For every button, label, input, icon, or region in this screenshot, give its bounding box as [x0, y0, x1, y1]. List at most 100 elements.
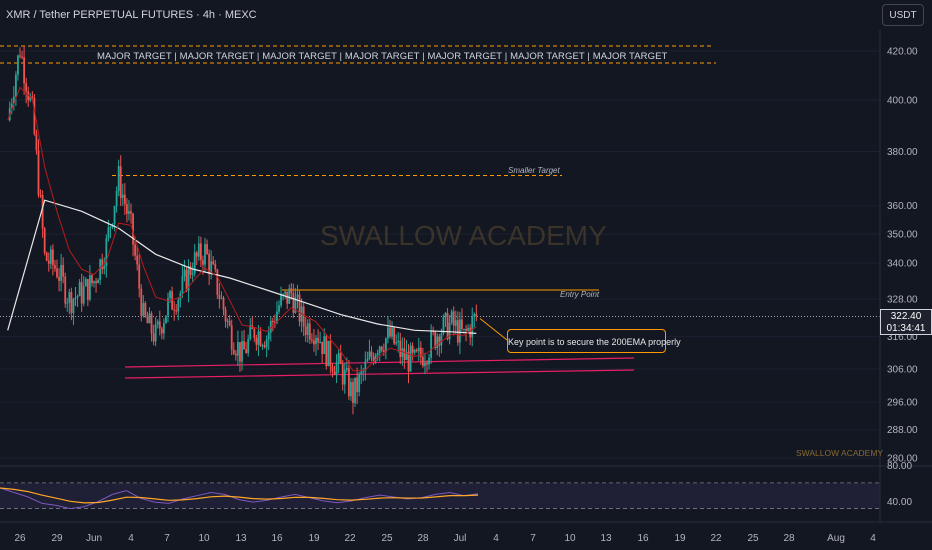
candle-body	[158, 321, 161, 329]
candle-body	[105, 238, 108, 267]
candle-body	[450, 311, 453, 323]
candle-body	[45, 252, 48, 261]
time-axis: 26 29 Jun 4 7 10 13 16 19 22 25 28 Jul 4 7 10 13 16 19 22 25…	[0, 521, 932, 544]
candle-body	[424, 362, 426, 366]
candle-body	[113, 206, 116, 224]
candle-body	[473, 314, 476, 317]
candle-body	[448, 322, 451, 340]
candle-body	[177, 299, 180, 312]
candle-body	[56, 268, 58, 277]
candle-body	[465, 328, 467, 331]
time-tick-label: 26	[14, 533, 26, 544]
candle-body	[265, 339, 268, 348]
note-pointer	[479, 318, 508, 341]
candle-body	[249, 325, 252, 340]
time-tick-label: 16	[637, 533, 649, 544]
candle-body	[284, 291, 287, 295]
symbol-title[interactable]: XMR / Tether PERPETUAL FUTURES · 4h · ME…	[6, 9, 257, 21]
candle-body	[142, 303, 145, 316]
candle-body	[259, 331, 262, 346]
candle-body	[317, 337, 319, 343]
candle-body	[173, 309, 176, 311]
candle-body	[444, 312, 447, 317]
time-tick-label: 4	[493, 533, 499, 544]
candle-body	[245, 349, 248, 353]
candle-body	[21, 56, 23, 58]
candle-body	[458, 319, 461, 343]
candle-body	[467, 327, 470, 331]
candle-body	[216, 269, 219, 295]
candle-body	[23, 57, 26, 84]
time-tick-label: 28	[417, 533, 429, 544]
candle-body	[187, 266, 190, 291]
candle-body	[405, 351, 408, 361]
candle-body	[51, 249, 54, 266]
candle-body	[475, 314, 478, 317]
currency-button[interactable]: USDT	[882, 4, 924, 26]
candle-body	[331, 366, 334, 372]
candle-body	[461, 319, 463, 330]
time-tick-label: 19	[674, 533, 686, 544]
candle-body	[70, 292, 73, 314]
candle-body	[273, 321, 276, 324]
candle-body	[210, 261, 213, 274]
candle-body	[243, 341, 245, 350]
candle-body	[236, 342, 239, 356]
support-line-lower	[124, 369, 635, 379]
smaller-target-label: Smaller Target	[508, 166, 560, 175]
candle-body	[162, 323, 165, 334]
time-tick-label: 7	[530, 533, 536, 544]
candle-body	[99, 259, 102, 281]
candle-body	[294, 297, 297, 313]
candle-body	[382, 350, 385, 353]
candle-body	[117, 166, 120, 191]
entry-point-label: Entry Point	[560, 290, 600, 299]
candle-body	[165, 315, 167, 324]
chart-grid	[0, 50, 880, 459]
candle-body	[88, 275, 91, 300]
candle-body	[403, 348, 406, 361]
candle-body	[325, 336, 328, 367]
candle-body	[125, 204, 128, 214]
key-point-note[interactable]: Key point is to secure the 200EMA proper…	[507, 329, 681, 353]
candle-body	[130, 211, 132, 214]
candle-body	[452, 311, 455, 326]
candle-body	[372, 356, 375, 363]
candle-body	[296, 294, 299, 298]
candle-body	[144, 303, 147, 316]
candle-body	[269, 320, 272, 333]
bar-countdown: 01:34:41	[886, 323, 926, 334]
rsi-tick-label: 40.00	[887, 497, 912, 508]
candle-body	[212, 261, 215, 265]
candle-body	[389, 327, 391, 337]
candle-body	[288, 288, 291, 304]
candle-body	[428, 357, 430, 365]
candle-body	[103, 266, 106, 270]
candle-body	[417, 347, 420, 352]
candle-body	[415, 349, 418, 352]
candle-body	[411, 345, 414, 353]
candle-body	[160, 328, 163, 334]
price-tick-label: 350.00	[887, 230, 918, 241]
candle-body	[321, 341, 324, 355]
price-tick-label: 280.00	[887, 454, 918, 465]
candle-body	[119, 166, 122, 198]
price-axis: 420.00 400.00 380.00 360.00 350.00 340.00 328.…	[879, 30, 918, 522]
time-tick-label: 13	[600, 533, 612, 544]
candle-body	[66, 302, 69, 304]
time-tick-label: 25	[747, 533, 759, 544]
candle-body	[255, 337, 258, 345]
candle-body	[440, 333, 443, 346]
time-tick-label: 22	[710, 533, 722, 544]
ema200-line	[7, 199, 477, 334]
candle-body	[54, 265, 56, 269]
ema-lines	[7, 86, 477, 372]
time-tick-label: 16	[271, 533, 283, 544]
time-tick-label: Jul	[454, 533, 467, 544]
candle-body	[286, 291, 289, 304]
candle-body	[175, 310, 178, 312]
candle-body	[208, 253, 211, 274]
candle-body	[434, 331, 437, 348]
candle-body	[247, 339, 250, 353]
